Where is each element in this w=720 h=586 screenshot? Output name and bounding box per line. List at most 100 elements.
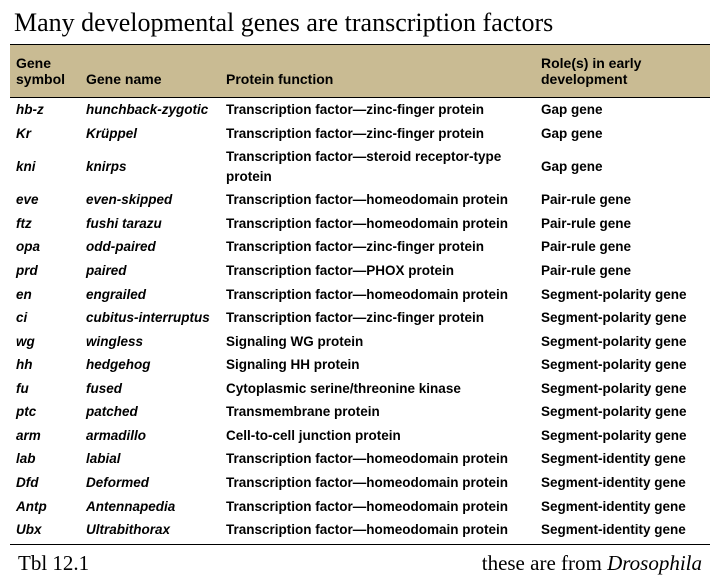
table-row: AntpAntennapediaTranscription factor—hom… — [10, 495, 710, 519]
table-row: prdpairedTranscription factor—PHOX prote… — [10, 259, 710, 283]
cell-role: Segment-polarity gene — [535, 377, 710, 401]
cell-func: Transcription factor—PHOX protein — [220, 259, 535, 283]
cell-role: Segment-polarity gene — [535, 283, 710, 307]
cell-role: Gap gene — [535, 122, 710, 146]
cell-name: hunchback-zygotic — [80, 98, 220, 122]
cell-sym: ftz — [10, 212, 80, 236]
cell-sym: arm — [10, 424, 80, 448]
cell-role: Pair-rule gene — [535, 235, 710, 259]
cell-role: Segment-polarity gene — [535, 400, 710, 424]
cell-sym: ci — [10, 306, 80, 330]
cell-sym: hb-z — [10, 98, 80, 122]
footer-right-italic: Drosophila — [607, 551, 702, 575]
col-protein-function: Protein function — [220, 45, 535, 98]
cell-sym: Dfd — [10, 471, 80, 495]
cell-func: Transcription factor—homeodomain protein — [220, 212, 535, 236]
cell-role: Segment-polarity gene — [535, 330, 710, 354]
cell-func: Cell-to-cell junction protein — [220, 424, 535, 448]
cell-func: Signaling HH protein — [220, 353, 535, 377]
cell-func: Signaling WG protein — [220, 330, 535, 354]
cell-role: Segment-polarity gene — [535, 306, 710, 330]
cell-name: hedgehog — [80, 353, 220, 377]
table-row: cicubitus-interruptusTranscription facto… — [10, 306, 710, 330]
cell-name: cubitus-interruptus — [80, 306, 220, 330]
cell-name: Ultrabithorax — [80, 518, 220, 544]
footer: Tbl 12.1 these are from Drosophila — [0, 545, 720, 586]
cell-sym: fu — [10, 377, 80, 401]
col-gene-name: Gene name — [80, 45, 220, 98]
cell-role: Pair-rule gene — [535, 188, 710, 212]
footer-left: Tbl 12.1 — [18, 551, 89, 576]
cell-sym: kni — [10, 145, 80, 188]
cell-name: fused — [80, 377, 220, 401]
table-row: wgwinglessSignaling WG proteinSegment-po… — [10, 330, 710, 354]
cell-name: Deformed — [80, 471, 220, 495]
cell-func: Transcription factor—homeodomain protein — [220, 495, 535, 519]
table-row: ftzfushi tarazuTranscription factor—home… — [10, 212, 710, 236]
cell-role: Pair-rule gene — [535, 259, 710, 283]
cell-role: Segment-identity gene — [535, 495, 710, 519]
table-row: KrKrüppelTranscription factor—zinc-finge… — [10, 122, 710, 146]
cell-sym: ptc — [10, 400, 80, 424]
footer-right: these are from Drosophila — [482, 551, 702, 576]
table-row: kniknirpsTranscription factor—steroid re… — [10, 145, 710, 188]
table-row: enengrailedTranscription factor—homeodom… — [10, 283, 710, 307]
col-role: Role(s) in early development — [535, 45, 710, 98]
col-gene-symbol: Gene symbol — [10, 45, 80, 98]
table-body: hb-zhunchback-zygoticTranscription facto… — [10, 98, 710, 545]
cell-name: Antennapedia — [80, 495, 220, 519]
cell-sym: Ubx — [10, 518, 80, 544]
table-wrap: Gene symbol Gene name Protein function R… — [0, 44, 720, 545]
cell-role: Segment-polarity gene — [535, 353, 710, 377]
table-row: eveeven-skippedTranscription factor—home… — [10, 188, 710, 212]
table-row: hhhedgehogSignaling HH proteinSegment-po… — [10, 353, 710, 377]
cell-role: Segment-identity gene — [535, 447, 710, 471]
slide-container: Many developmental genes are transcripti… — [0, 0, 720, 540]
table-row: hb-zhunchback-zygoticTranscription facto… — [10, 98, 710, 122]
table-row: UbxUltrabithoraxTranscription factor—hom… — [10, 518, 710, 544]
cell-name: engrailed — [80, 283, 220, 307]
footer-right-prefix: these are from — [482, 551, 607, 575]
genes-table: Gene symbol Gene name Protein function R… — [10, 44, 710, 545]
cell-sym: hh — [10, 353, 80, 377]
cell-sym: en — [10, 283, 80, 307]
cell-name: even-skipped — [80, 188, 220, 212]
cell-name: paired — [80, 259, 220, 283]
cell-sym: lab — [10, 447, 80, 471]
cell-name: odd-paired — [80, 235, 220, 259]
cell-func: Transcription factor—zinc-finger protein — [220, 98, 535, 122]
cell-func: Transcription factor—homeodomain protein — [220, 283, 535, 307]
cell-role: Gap gene — [535, 98, 710, 122]
cell-role: Pair-rule gene — [535, 212, 710, 236]
table-row: lablabialTranscription factor—homeodomai… — [10, 447, 710, 471]
table-row: fufusedCytoplasmic serine/threonine kina… — [10, 377, 710, 401]
cell-func: Transcription factor—homeodomain protein — [220, 471, 535, 495]
cell-func: Transmembrane protein — [220, 400, 535, 424]
cell-role: Gap gene — [535, 145, 710, 188]
cell-sym: eve — [10, 188, 80, 212]
cell-func: Transcription factor—steroid receptor-ty… — [220, 145, 535, 188]
cell-func: Transcription factor—zinc-finger protein — [220, 122, 535, 146]
cell-name: labial — [80, 447, 220, 471]
cell-func: Transcription factor—homeodomain protein — [220, 447, 535, 471]
cell-sym: prd — [10, 259, 80, 283]
cell-sym: Antp — [10, 495, 80, 519]
cell-name: knirps — [80, 145, 220, 188]
table-row: DfdDeformedTranscription factor—homeodom… — [10, 471, 710, 495]
cell-role: Segment-identity gene — [535, 471, 710, 495]
table-row: ptcpatchedTransmembrane proteinSegment-p… — [10, 400, 710, 424]
table-row: armarmadilloCell-to-cell junction protei… — [10, 424, 710, 448]
cell-name: patched — [80, 400, 220, 424]
cell-name: armadillo — [80, 424, 220, 448]
cell-func: Transcription factor—homeodomain protein — [220, 518, 535, 544]
cell-name: Krüppel — [80, 122, 220, 146]
page-title: Many developmental genes are transcripti… — [0, 0, 720, 44]
cell-role: Segment-identity gene — [535, 518, 710, 544]
cell-name: wingless — [80, 330, 220, 354]
cell-role: Segment-polarity gene — [535, 424, 710, 448]
cell-func: Transcription factor—homeodomain protein — [220, 188, 535, 212]
cell-func: Transcription factor—zinc-finger protein — [220, 235, 535, 259]
cell-sym: wg — [10, 330, 80, 354]
cell-func: Transcription factor—zinc-finger protein — [220, 306, 535, 330]
cell-name: fushi tarazu — [80, 212, 220, 236]
